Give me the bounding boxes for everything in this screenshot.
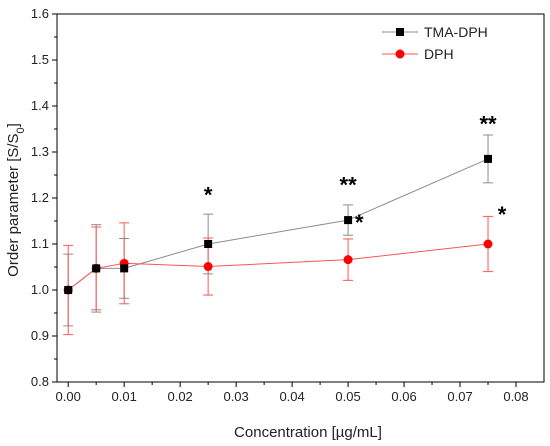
x-tick-label: 0.03	[223, 389, 248, 404]
legend-marker	[395, 49, 405, 59]
y-tick-label: 0.9	[31, 328, 49, 343]
legend-label: TMA-DPH	[424, 24, 488, 40]
data-point	[203, 262, 213, 272]
y-tick-label: 0.8	[31, 374, 49, 389]
x-tick-label: 0.04	[279, 389, 304, 404]
x-tick-label: 0.00	[56, 389, 81, 404]
data-point	[483, 239, 493, 249]
data-point	[92, 264, 101, 273]
data-point	[344, 216, 353, 225]
significance-label: *	[204, 183, 213, 208]
x-tick-label: 0.01	[112, 389, 137, 404]
significance-label: *	[498, 202, 507, 227]
y-axis-title-main: Order parameter [S/S	[5, 133, 22, 276]
y-tick-label: 1.0	[31, 282, 49, 297]
y-tick-label: 1.6	[31, 6, 49, 21]
data-point	[343, 255, 353, 265]
x-tick-label: 0.08	[503, 389, 528, 404]
significance-label: **	[340, 172, 358, 197]
series-line-tma-dph	[67, 158, 489, 291]
data-point	[484, 154, 493, 163]
legend-label: DPH	[424, 46, 454, 62]
y-tick-label: 1.2	[31, 190, 49, 205]
data-point	[204, 240, 213, 248]
y-axis-title-sub: 0	[15, 127, 27, 133]
plot-frame	[56, 13, 545, 383]
x-tick-label: 0.07	[447, 389, 472, 404]
y-tick-label: 1.4	[31, 98, 49, 113]
y-tick-label: 1.5	[31, 52, 49, 67]
data-point	[120, 264, 129, 273]
x-tick-label: 0.05	[335, 389, 360, 404]
y-tick-label: 1.3	[31, 144, 49, 159]
plot-area: * ******	[63, 111, 507, 336]
data-point	[64, 286, 73, 294]
legend-marker	[396, 28, 404, 36]
x-axis-title: Concentration [µg/mL]	[234, 424, 382, 441]
y-axis-title: Order parameter [S/S0]	[5, 123, 27, 277]
y-axis-title-close: ]	[5, 123, 22, 127]
series-line-dph	[67, 243, 489, 291]
y-tick-label: 1.1	[31, 236, 49, 251]
significance-label: *	[355, 210, 364, 235]
significance-label: **	[479, 111, 497, 136]
x-tick-label: 0.06	[391, 389, 416, 404]
legend: TMA-DPH DPH	[382, 24, 488, 62]
x-tick-label: 0.02	[167, 389, 192, 404]
axes: 0.00 0.01 0.02 0.03 0.04 0.05 0.06 0.07 0.08 0.8 0…	[31, 6, 545, 404]
